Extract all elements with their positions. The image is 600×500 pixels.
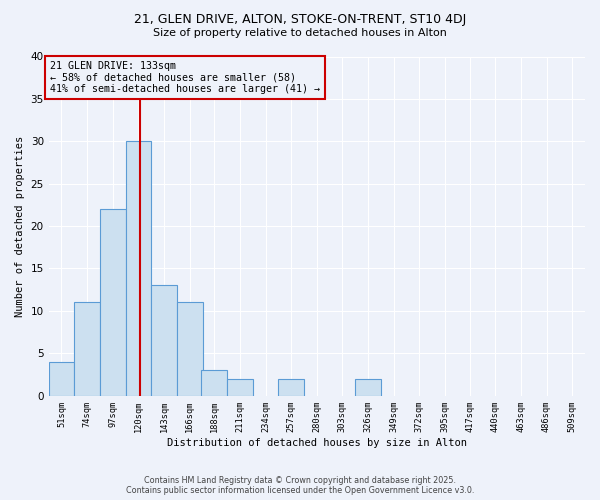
Bar [125, 142, 151, 396]
Y-axis label: Number of detached properties: Number of detached properties [15, 136, 25, 316]
Bar [227, 378, 253, 396]
Bar [49, 362, 74, 396]
Bar [202, 370, 227, 396]
Text: 21, GLEN DRIVE, ALTON, STOKE-ON-TRENT, ST10 4DJ: 21, GLEN DRIVE, ALTON, STOKE-ON-TRENT, S… [134, 12, 466, 26]
Text: Size of property relative to detached houses in Alton: Size of property relative to detached ho… [153, 28, 447, 38]
Bar [177, 302, 203, 396]
Bar [74, 302, 100, 396]
Bar [278, 378, 304, 396]
Bar [355, 378, 381, 396]
Bar [151, 286, 177, 396]
Text: Contains HM Land Registry data © Crown copyright and database right 2025.
Contai: Contains HM Land Registry data © Crown c… [126, 476, 474, 495]
X-axis label: Distribution of detached houses by size in Alton: Distribution of detached houses by size … [167, 438, 467, 448]
Text: 21 GLEN DRIVE: 133sqm
← 58% of detached houses are smaller (58)
41% of semi-deta: 21 GLEN DRIVE: 133sqm ← 58% of detached … [50, 60, 320, 94]
Bar [100, 209, 125, 396]
